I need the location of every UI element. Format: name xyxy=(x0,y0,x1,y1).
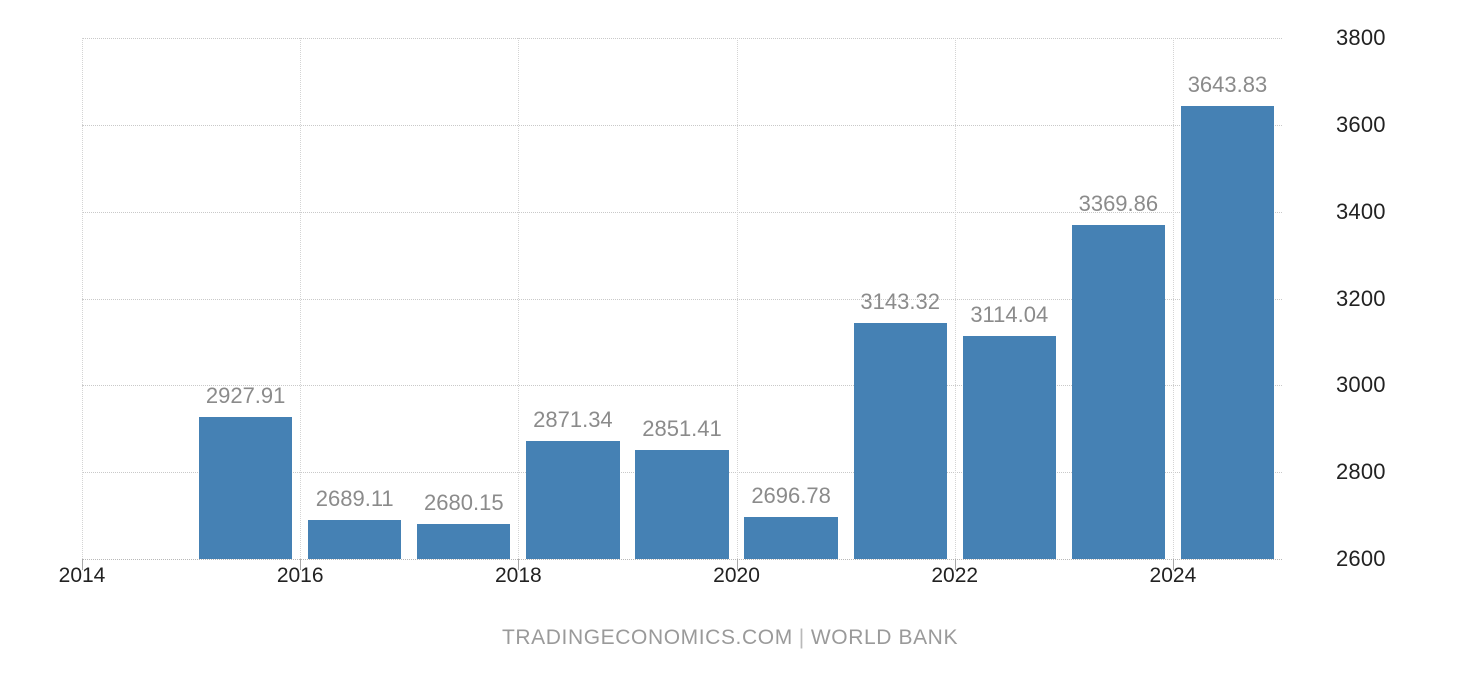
bar-value-label-2022: 3114.04 xyxy=(970,301,1049,327)
y-axis-tick-label: 2800 xyxy=(1336,459,1386,485)
gridline-y-3000 xyxy=(82,385,1282,387)
bar-2019[interactable] xyxy=(635,449,729,559)
gridline-y-3200 xyxy=(82,298,1282,300)
x-axis-tick xyxy=(300,559,302,570)
x-axis-tick-label: 2020 xyxy=(713,564,760,587)
y-axis-tick-label: 3800 xyxy=(1336,25,1386,50)
y-axis-tick-label: 2600 xyxy=(1336,546,1386,571)
gridline-x-2018 xyxy=(518,38,520,559)
plot-area xyxy=(82,38,1282,560)
gridline-x-2016 xyxy=(300,38,302,559)
gridline-x-2020 xyxy=(736,38,738,559)
bar-value-label-2023: 3369.86 xyxy=(1078,190,1159,216)
bar-2020[interactable] xyxy=(744,516,838,559)
bar-value-label-2017: 2680.15 xyxy=(424,490,504,516)
bar-2016[interactable] xyxy=(308,520,402,559)
x-axis-tick-label: 2016 xyxy=(276,564,324,587)
gridline-x-2014 xyxy=(82,38,83,559)
bar-2024[interactable] xyxy=(1180,105,1275,559)
x-axis-tick-label: 2018 xyxy=(495,564,542,587)
gridline-x-2024 xyxy=(1172,38,1174,559)
x-axis-tick xyxy=(518,559,520,570)
bar-value-label-2018: 2871.34 xyxy=(533,407,613,433)
bar-2017[interactable] xyxy=(417,524,511,559)
x-axis-tick xyxy=(1172,559,1174,570)
gridline-x-2022 xyxy=(954,38,956,559)
y-axis-tick-label: 3000 xyxy=(1336,372,1386,398)
footer-source-org: WORLD BANK xyxy=(810,626,959,649)
footer-source-site: TRADINGECONOMICS.COM xyxy=(501,626,793,649)
gridline-y-3400 xyxy=(82,211,1282,213)
x-axis-tick xyxy=(954,559,956,570)
bar-value-label-2016: 2689.11 xyxy=(315,486,394,512)
gridline-y-3600 xyxy=(82,124,1282,126)
bar-2018[interactable] xyxy=(526,441,620,559)
chart-footer: TRADINGECONOMICS.COM | WORLD BANK xyxy=(0,626,1460,650)
y-axis-tick-label: 3400 xyxy=(1336,198,1386,224)
x-axis-tick-label: 2014 xyxy=(58,564,106,587)
bar-value-label-2024: 3643.83 xyxy=(1187,71,1268,97)
bar-value-label-2019: 2851.41 xyxy=(642,415,722,441)
bar-value-label-2021: 3143.32 xyxy=(860,289,940,315)
x-axis-tick xyxy=(736,559,738,570)
bar-value-label-2020: 2696.78 xyxy=(751,482,831,508)
bar-2022[interactable] xyxy=(962,335,1056,559)
bar-2023[interactable] xyxy=(1071,224,1165,559)
gridline-y-3800 xyxy=(82,38,1282,39)
bar-2015[interactable] xyxy=(199,416,293,559)
y-axis-tick-label: 3600 xyxy=(1336,111,1386,137)
y-axis-tick-label: 3200 xyxy=(1336,285,1386,311)
bar-value-label-2015: 2927.91 xyxy=(205,382,286,408)
x-axis-tick xyxy=(82,559,83,570)
x-axis-tick-label: 2022 xyxy=(931,564,979,587)
x-axis-baseline xyxy=(82,559,1282,560)
x-axis-tick-label: 2024 xyxy=(1149,564,1197,587)
bar-2021[interactable] xyxy=(853,323,947,559)
footer-separator: | xyxy=(798,626,805,649)
